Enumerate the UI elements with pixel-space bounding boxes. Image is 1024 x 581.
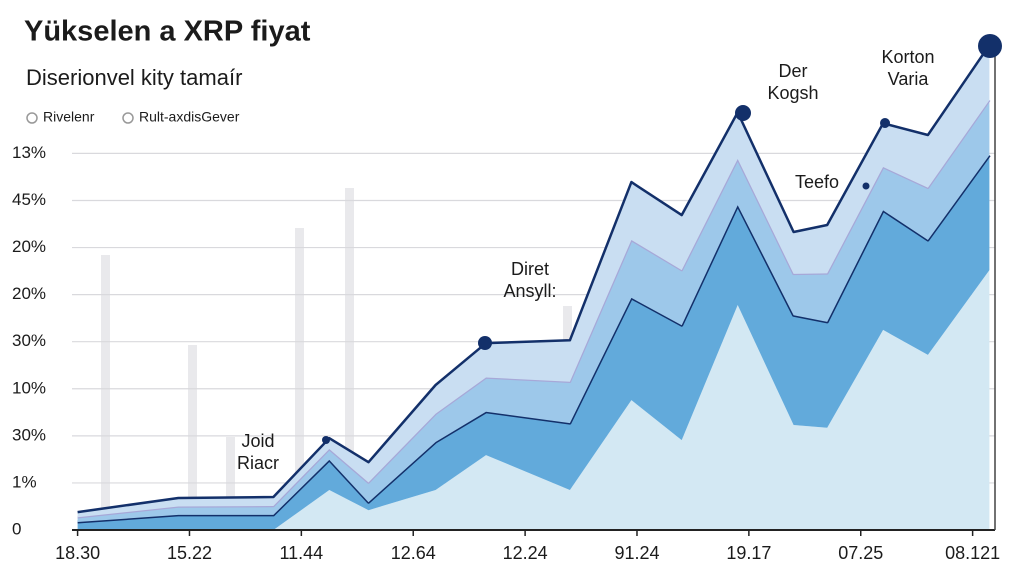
chart-title: Yükselen a XRP fiyat xyxy=(24,16,311,48)
end-dot xyxy=(978,34,1002,58)
background-bar xyxy=(188,345,197,530)
x-tick-label: 19.17 xyxy=(726,543,771,563)
background-bar xyxy=(295,228,304,530)
annotation-dot xyxy=(880,118,890,128)
x-tick-label: 91.24 xyxy=(614,543,659,563)
x-tick-label: 08.121 xyxy=(945,543,1000,563)
y-tick-label: 45% xyxy=(12,190,46,209)
y-tick-label: 13% xyxy=(12,143,46,162)
legend-label: Rivelenr xyxy=(43,109,95,125)
x-tick-label: 11.44 xyxy=(279,543,323,563)
annotation-dot xyxy=(735,105,751,121)
annotation: Teefo xyxy=(795,172,839,192)
y-tick-label: 10% xyxy=(12,378,46,397)
annotation: Der Kogsh xyxy=(767,61,818,103)
annotation-dot xyxy=(322,436,330,444)
y-tick-label: 30% xyxy=(12,425,46,444)
chart-subtitle: Diserionvel kity tamaír xyxy=(26,65,242,90)
annotations: Joid Riacr Diret Ansyll: Der Kogsh Teefo Korton… xyxy=(237,34,1002,473)
y-tick-label: 0 xyxy=(12,519,21,538)
annotation-dot xyxy=(862,182,870,190)
axes: 0 1% 30% 10% 30% 20% 20% 45% 13% 18.30 15.22 11.44 1… xyxy=(12,51,1000,563)
background-bar xyxy=(345,188,354,530)
area xyxy=(77,155,990,531)
y-tick-label: 30% xyxy=(12,331,46,350)
y-tick-label: 20% xyxy=(12,284,46,303)
x-tick-label: 15.22 xyxy=(167,543,212,563)
annotation: Korton Varia xyxy=(881,47,934,89)
background-bar xyxy=(101,255,110,530)
y-tick-label: 20% xyxy=(12,237,46,256)
area xyxy=(77,270,990,530)
annotation: Diret Ansyll: xyxy=(503,259,556,301)
areas xyxy=(77,44,991,531)
y-tick-label: 1% xyxy=(12,472,37,491)
area xyxy=(77,100,990,522)
annotation-dot xyxy=(478,336,492,350)
x-tick-label: 07.25 xyxy=(838,543,883,563)
area-edge xyxy=(77,44,991,514)
legend-icon xyxy=(122,112,134,124)
x-tick-label: 12.24 xyxy=(503,543,548,563)
legend: Rivelenr Rult-axdisGever xyxy=(26,109,240,125)
legend-icon xyxy=(26,112,38,124)
legend-label: Rult-axdisGever xyxy=(139,109,240,125)
annotation: Joid Riacr xyxy=(237,431,279,473)
x-tick-label: 12.64 xyxy=(391,543,436,563)
x-tick-label: 18.30 xyxy=(55,543,100,563)
